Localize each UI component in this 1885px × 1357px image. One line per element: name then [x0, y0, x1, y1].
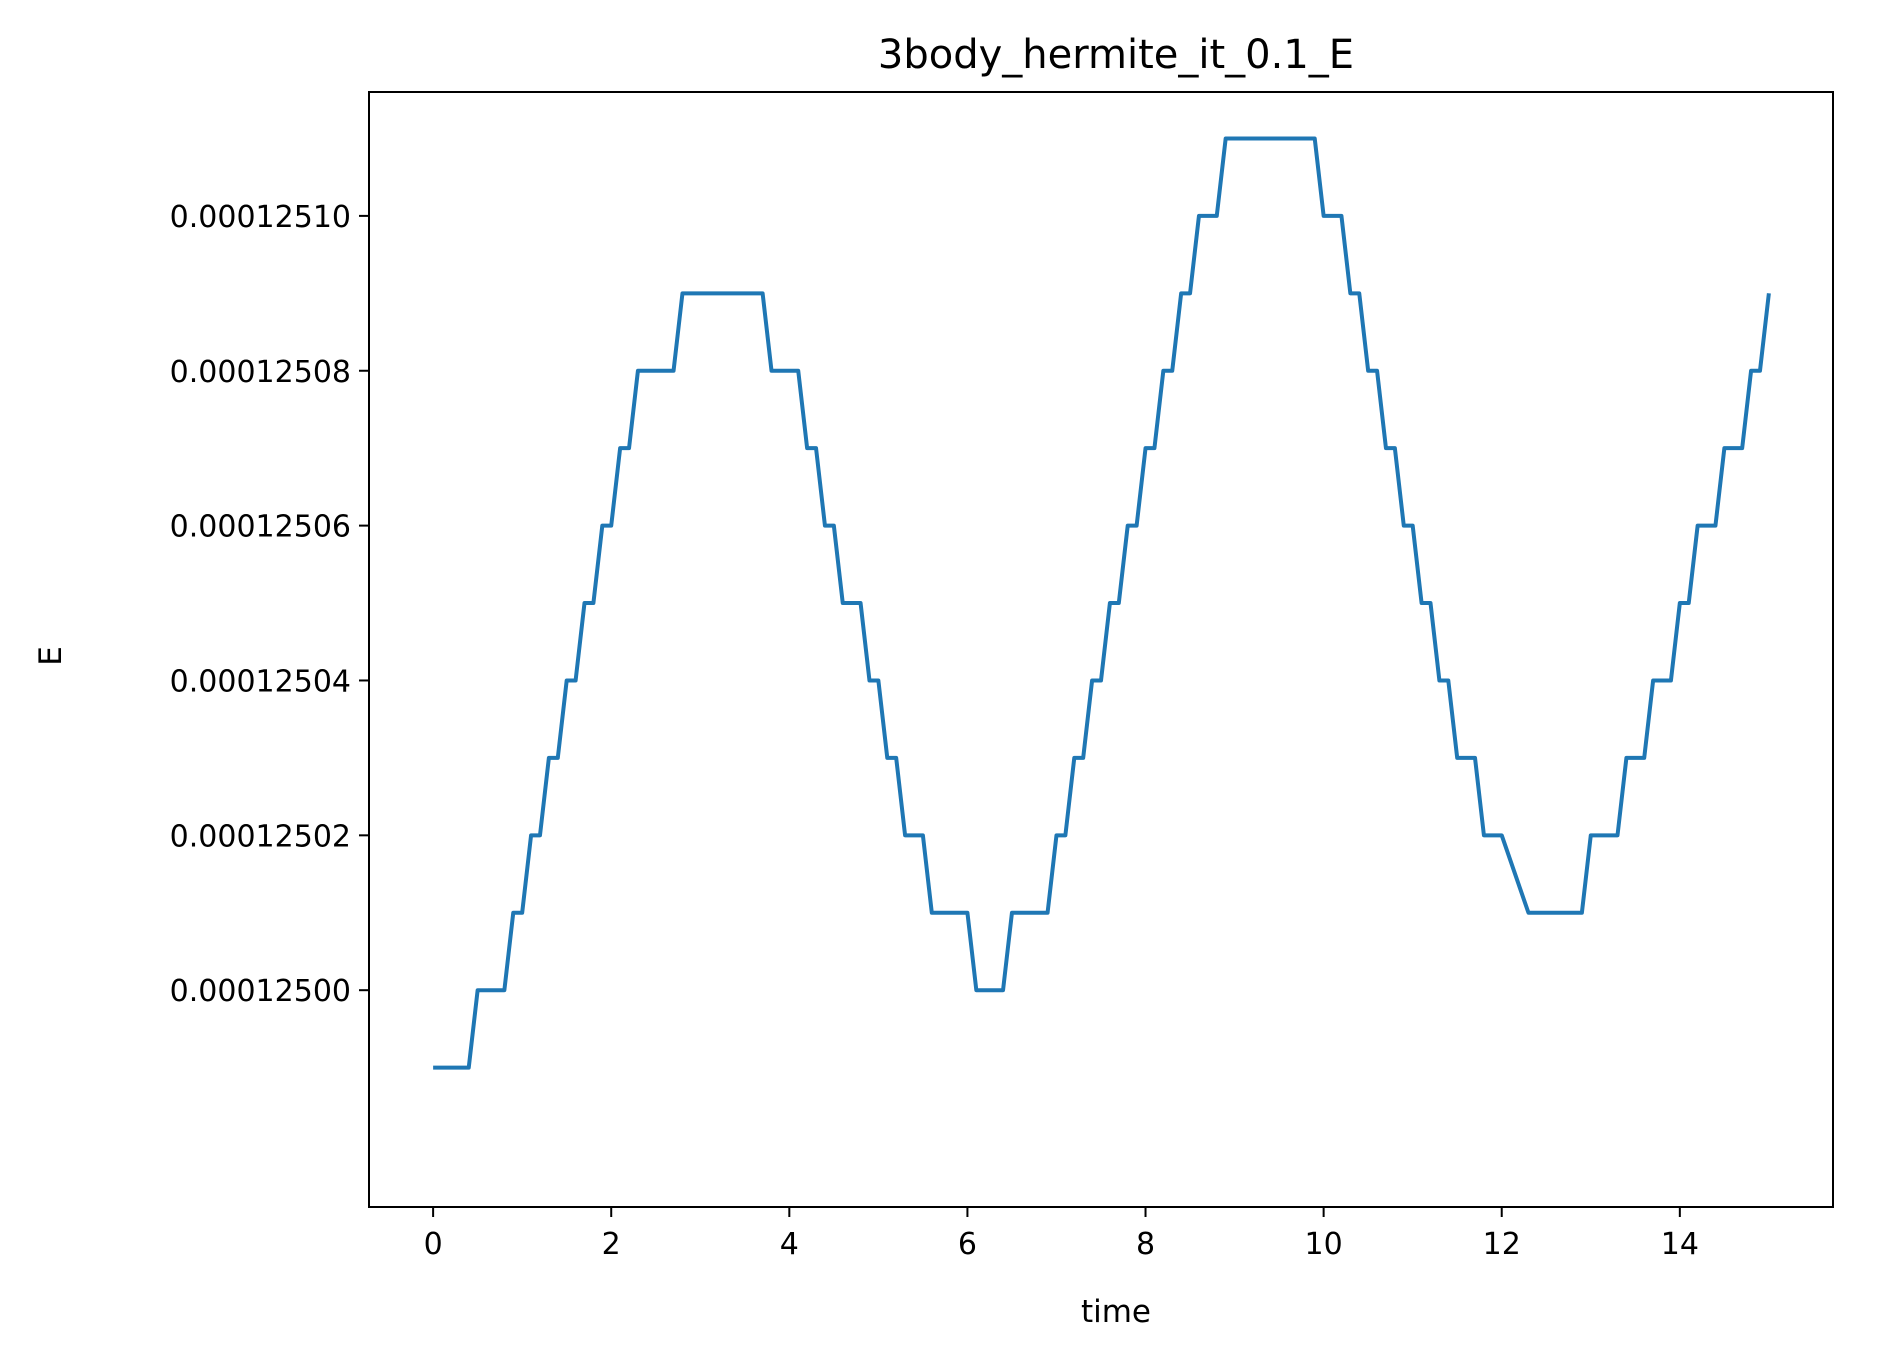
x-tick-label: 10: [1305, 1227, 1343, 1262]
x-tick-label: 4: [780, 1227, 799, 1262]
x-tick-label: 14: [1661, 1227, 1699, 1262]
x-tick-label: 6: [958, 1227, 977, 1262]
chart-title: 3body_hermite_it_0.1_E: [878, 32, 1354, 78]
x-tick-label: 2: [602, 1227, 621, 1262]
y-tick-label: 0.00012510: [170, 200, 351, 235]
x-tick-label: 8: [1136, 1227, 1155, 1262]
y-tick-label: 0.00012508: [170, 355, 351, 390]
x-tick-label: 12: [1483, 1227, 1521, 1262]
series-line-0: [433, 136, 1771, 1070]
x-tick-label: 0: [424, 1227, 443, 1262]
y-tick-label: 0.00012502: [170, 819, 351, 854]
y-tick-label: 0.00012500: [170, 974, 351, 1009]
x-axis-ticks: 0 2 4 6 8 10 12 14: [424, 1207, 1699, 1262]
plot-frame: [368, 91, 1834, 1208]
y-axis-label: E: [33, 646, 69, 666]
y-tick-label: 0.00012504: [170, 664, 351, 699]
y-tick-label: 0.00012506: [170, 510, 351, 545]
x-axis-label: time: [1081, 1294, 1151, 1330]
y-axis-ticks: 0.00012500 0.00012502 0.00012504 0.00012506…: [170, 200, 369, 1009]
plot-area: [368, 91, 1834, 1208]
